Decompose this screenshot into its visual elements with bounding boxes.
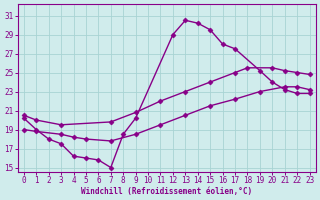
- X-axis label: Windchill (Refroidissement éolien,°C): Windchill (Refroidissement éolien,°C): [81, 187, 252, 196]
